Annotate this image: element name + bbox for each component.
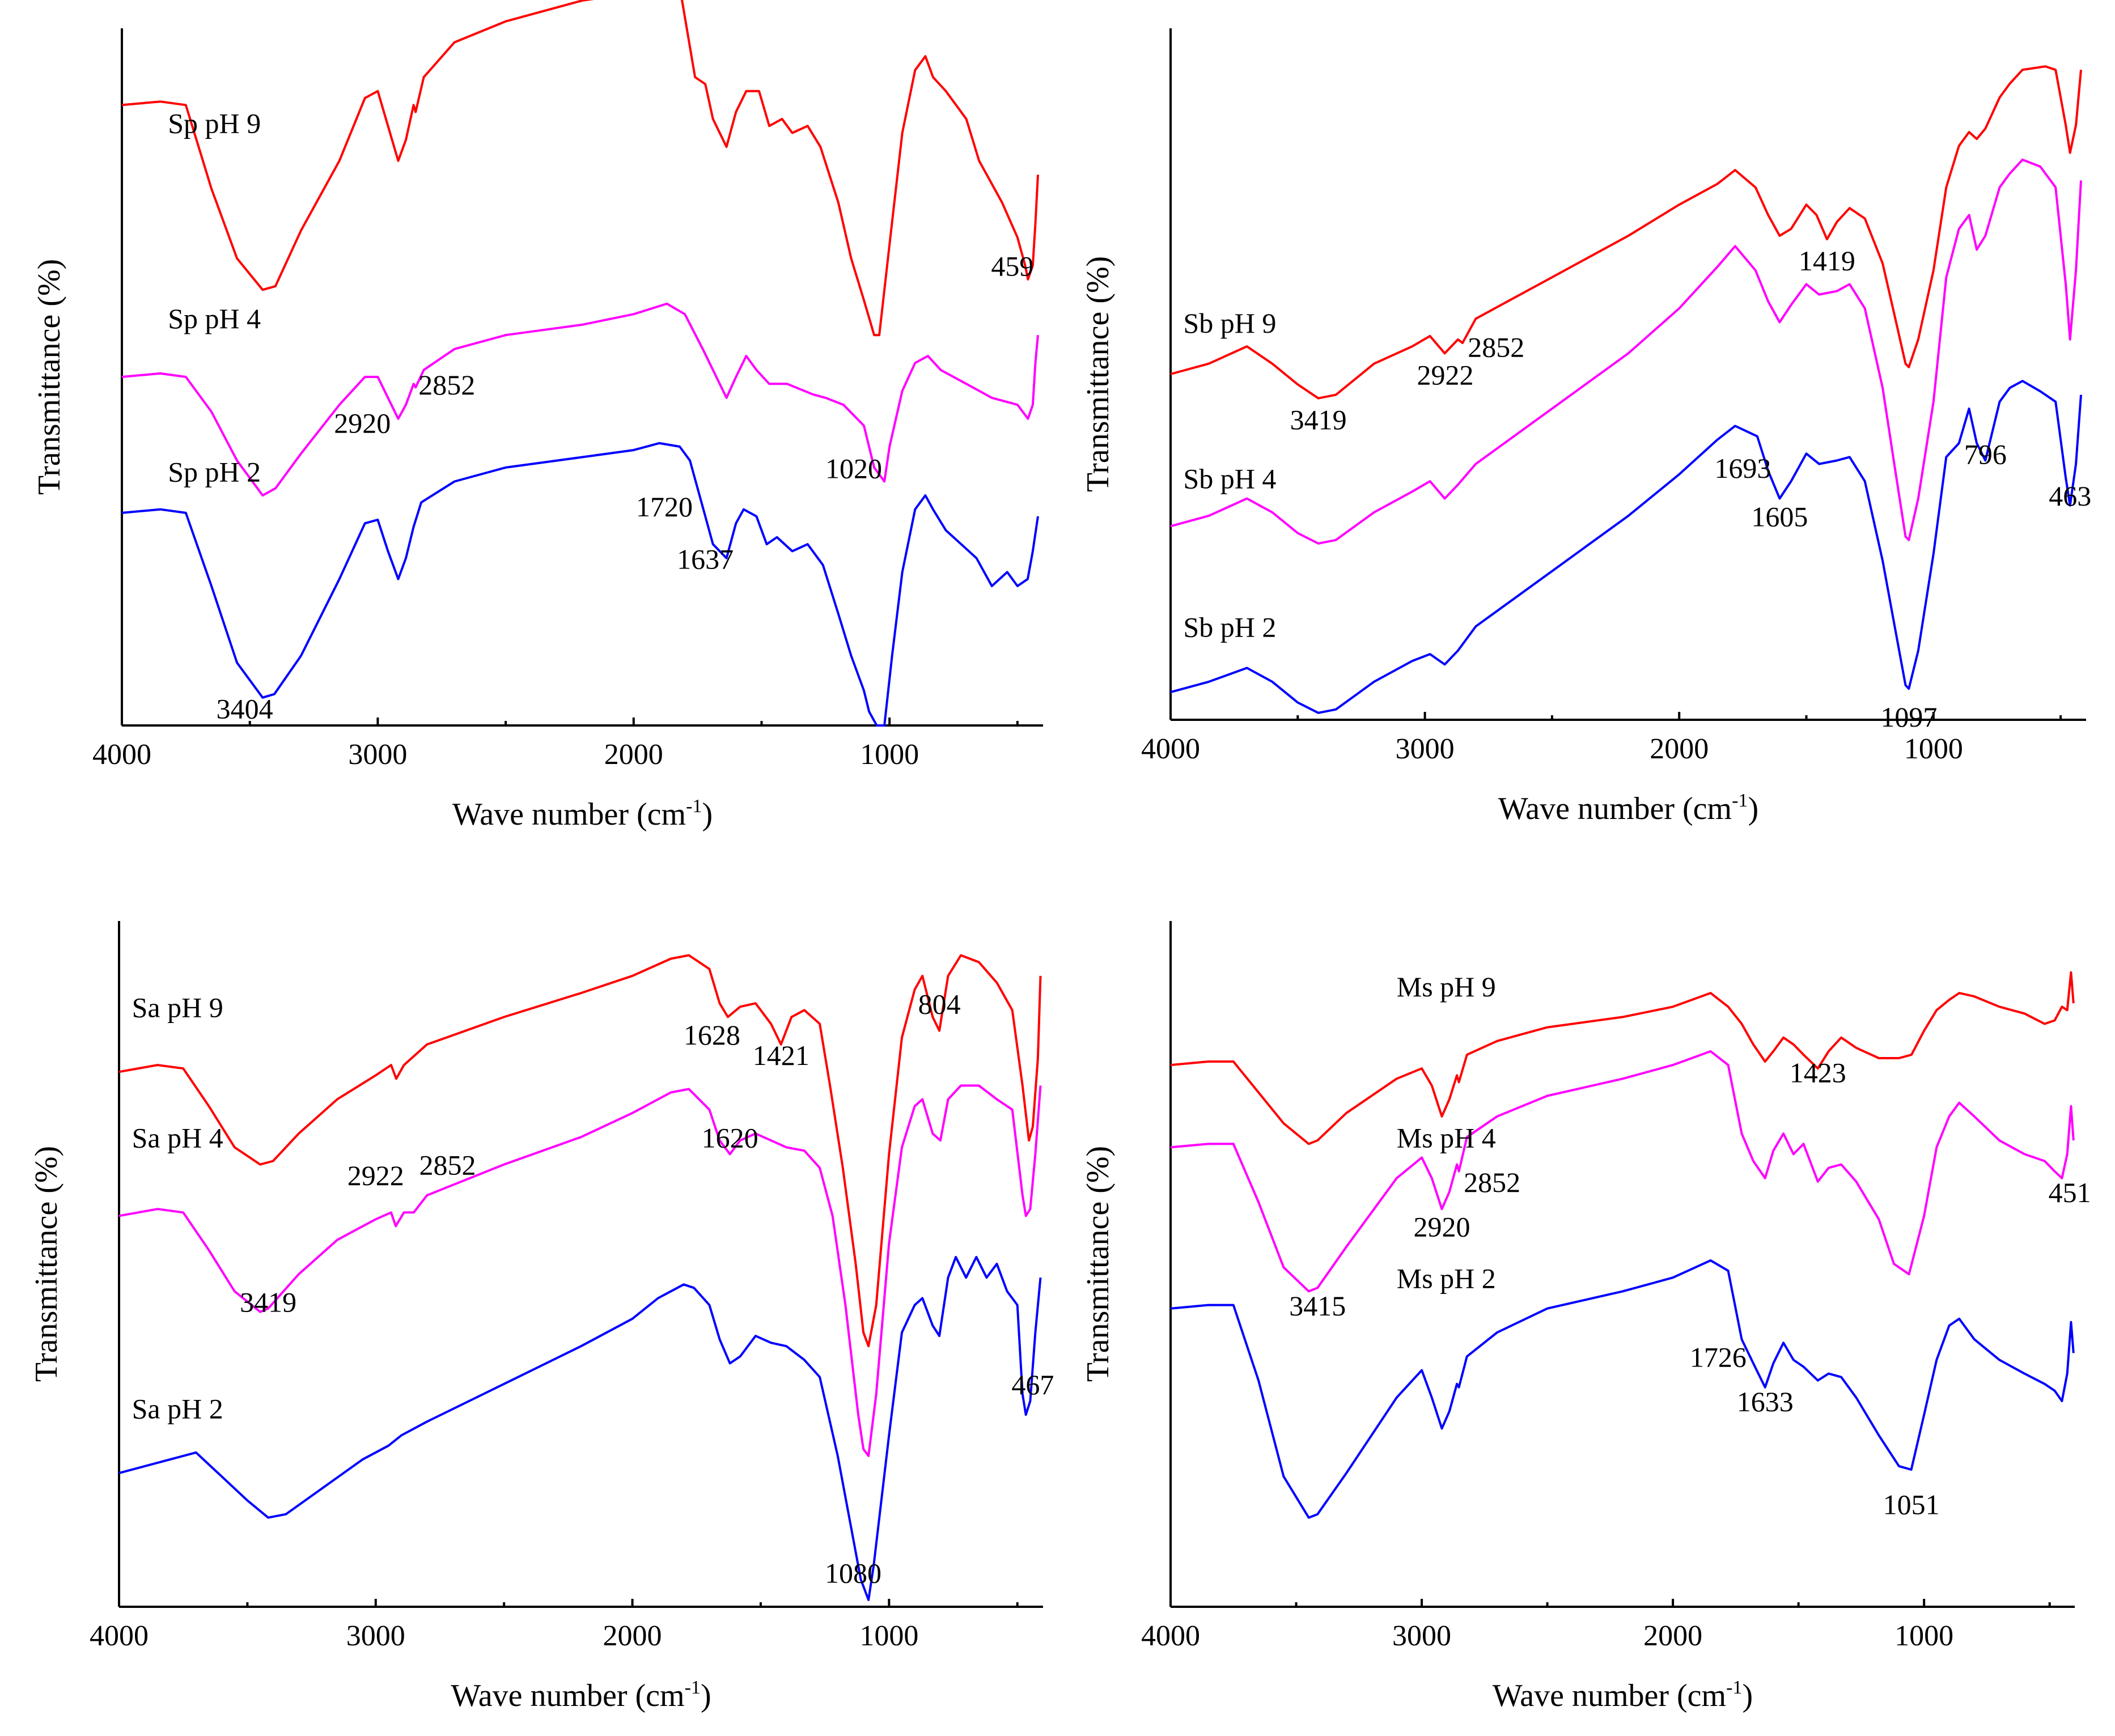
series-line-sb-ph-4: [1170, 158, 2082, 545]
panel-top-left-x-axis-label: Wave number (cm-1): [452, 796, 713, 832]
series-label-sa-ph-2: Sa pH 2: [132, 1393, 223, 1424]
x-axis-label-sup: -1: [685, 1677, 701, 1698]
peak-label-2920: 2920: [334, 407, 391, 439]
series-label-sa-ph-4: Sa pH 4: [132, 1122, 223, 1153]
x-axis-label-text: Wave number (cm: [1493, 1678, 1726, 1713]
panel-bottom-right-x-tick-label: 3000: [1392, 1620, 1451, 1652]
peak-label-2922: 2922: [347, 1160, 404, 1191]
panel-top-right-x-tick-label: 2000: [1650, 733, 1709, 765]
peak-label-2852: 2852: [1464, 1166, 1520, 1198]
series-line-sp-ph-9: [121, 0, 1039, 337]
peak-label-796: 796: [1964, 439, 2007, 470]
x-axis-label-close: ): [1748, 791, 1758, 826]
series-label-sb-ph-9: Sb pH 9: [1183, 307, 1276, 339]
peak-label-2920: 2920: [1414, 1211, 1470, 1243]
peak-label-2852: 2852: [419, 1149, 476, 1181]
series-line-ms-ph-9: [1170, 971, 2075, 1145]
series-line-ms-ph-2: [1170, 1259, 2075, 1519]
peak-label-804: 804: [918, 988, 961, 1020]
peak-label-1051: 1051: [1883, 1489, 1940, 1521]
peak-label-3419: 3419: [240, 1287, 296, 1318]
peak-label-463: 463: [2049, 480, 2091, 512]
peak-label-1628: 1628: [684, 1019, 740, 1051]
x-axis-label-sup: -1: [686, 796, 702, 817]
series-label-sp-ph-4: Sp pH 4: [168, 303, 261, 334]
series-label-ms-ph-2: Ms pH 2: [1397, 1262, 1496, 1294]
peak-label-1620: 1620: [702, 1122, 758, 1153]
panel-top-right-x-axis-label: Wave number (cm-1): [1498, 790, 1758, 826]
x-axis-label-sup: -1: [1726, 1677, 1742, 1698]
series-line-sb-ph-9: [1170, 65, 2082, 400]
peak-label-3404: 3404: [217, 693, 273, 725]
series-label-sb-ph-2: Sb pH 2: [1183, 612, 1276, 643]
peak-label-1633: 1633: [1737, 1386, 1794, 1417]
x-axis-label-close: ): [702, 797, 713, 832]
peak-label-3419: 3419: [1290, 404, 1347, 436]
peak-label-459: 459: [991, 251, 1033, 282]
panel-bottom-left-x-tick-label: 3000: [346, 1620, 405, 1652]
panel-top-left-y-axis-label: Transmittance (%): [32, 259, 67, 495]
panel-bottom-right-x-axis-label: Wave number (cm-1): [1493, 1677, 1753, 1713]
series-label-sp-ph-2: Sp pH 2: [168, 456, 261, 488]
peak-label-3415: 3415: [1289, 1290, 1346, 1322]
peak-label-2852: 2852: [418, 369, 475, 401]
panel-bottom-left-y-axis-label: Transmittance (%): [29, 1146, 64, 1382]
series-line-ms-ph-4: [1170, 1050, 2075, 1293]
series-line-sa-ph-4: [118, 1084, 1042, 1457]
series-label-sa-ph-9: Sa pH 9: [132, 991, 223, 1023]
series-line-sa-ph-2: [118, 1255, 1042, 1601]
peak-label-1605: 1605: [1751, 500, 1808, 532]
series-line-sp-ph-2: [121, 442, 1039, 727]
panel-top-left-x-tick-label: 2000: [604, 738, 663, 771]
series-label-ms-ph-9: Ms pH 9: [1397, 971, 1496, 1003]
series-line-sa-ph-9: [118, 954, 1042, 1348]
panel-top-right-x-tick-label: 3000: [1396, 733, 1455, 765]
panel-bottom-right-y-axis-label: Transmittance (%): [1080, 1146, 1116, 1382]
series-label-sb-ph-4: Sb pH 4: [1183, 462, 1276, 494]
panel-bottom-left: 4000 3000 2000 1000 Wave number (cm-1) Transm…: [29, 921, 1054, 1713]
peak-label-1637: 1637: [677, 543, 734, 575]
panel-top-left-x-tick-label: 3000: [348, 738, 407, 771]
x-axis-label-close: ): [701, 1678, 711, 1713]
peak-label-1720: 1720: [636, 491, 693, 523]
panel-bottom-left-x-tick-label: 4000: [90, 1620, 149, 1652]
peak-label-2922: 2922: [1417, 359, 1474, 391]
series-line-sb-ph-2: [1170, 380, 2082, 714]
panel-bottom-left-x-tick-label: 2000: [603, 1620, 662, 1652]
peak-label-1419: 1419: [1799, 245, 1855, 277]
x-axis-label-sup: -1: [1732, 790, 1748, 811]
panel-top-right: 4000 3000 2000 1000 Wave number (cm-1) Transm…: [1080, 28, 2091, 826]
panel-top-left-x-tick-label: 1000: [860, 738, 919, 771]
panel-top-left: 4000 3000 2000 1000 Wave number (cm-1) Transm…: [32, 0, 1043, 832]
peak-label-1421: 1421: [753, 1039, 809, 1071]
panel-bottom-right: 4000 3000 2000 1000 Wave number (cm-1) Transm…: [1080, 921, 2091, 1713]
panel-top-right-x-tick-label: 1000: [1904, 733, 1963, 765]
peak-label-1080: 1080: [825, 1557, 881, 1589]
peak-label-467: 467: [1011, 1369, 1054, 1400]
peak-label-1693: 1693: [1714, 452, 1771, 484]
panel-top-left-x-tick-label: 4000: [92, 738, 151, 771]
series-line-sp-ph-4: [121, 302, 1039, 497]
peak-label-1726: 1726: [1690, 1342, 1747, 1373]
panel-top-right-y-axis-label: Transmittance (%): [1080, 256, 1116, 492]
panel-bottom-right-x-tick-label: 2000: [1643, 1620, 1702, 1652]
x-axis-label-text: Wave number (cm: [452, 797, 686, 832]
peak-label-451: 451: [2049, 1177, 2091, 1208]
panel-bottom-right-x-tick-label: 1000: [1894, 1620, 1953, 1652]
peak-label-1097: 1097: [1880, 701, 1937, 733]
series-label-sp-ph-9: Sp pH 9: [168, 108, 261, 139]
x-axis-label-text: Wave number (cm: [451, 1678, 684, 1713]
panel-bottom-left-x-axis-label: Wave number (cm-1): [451, 1677, 711, 1713]
x-axis-label-close: ): [1742, 1678, 1753, 1713]
peak-label-1423: 1423: [1790, 1056, 1846, 1088]
panel-top-right-x-tick-label: 4000: [1141, 733, 1200, 765]
panel-bottom-left-x-tick-label: 1000: [859, 1620, 918, 1652]
x-axis-label-text: Wave number (cm: [1498, 791, 1732, 826]
panel-bottom-right-x-tick-label: 4000: [1141, 1620, 1200, 1652]
peak-label-2852: 2852: [1468, 332, 1524, 363]
series-label-ms-ph-4: Ms pH 4: [1397, 1122, 1496, 1153]
peak-label-1020: 1020: [825, 452, 882, 484]
